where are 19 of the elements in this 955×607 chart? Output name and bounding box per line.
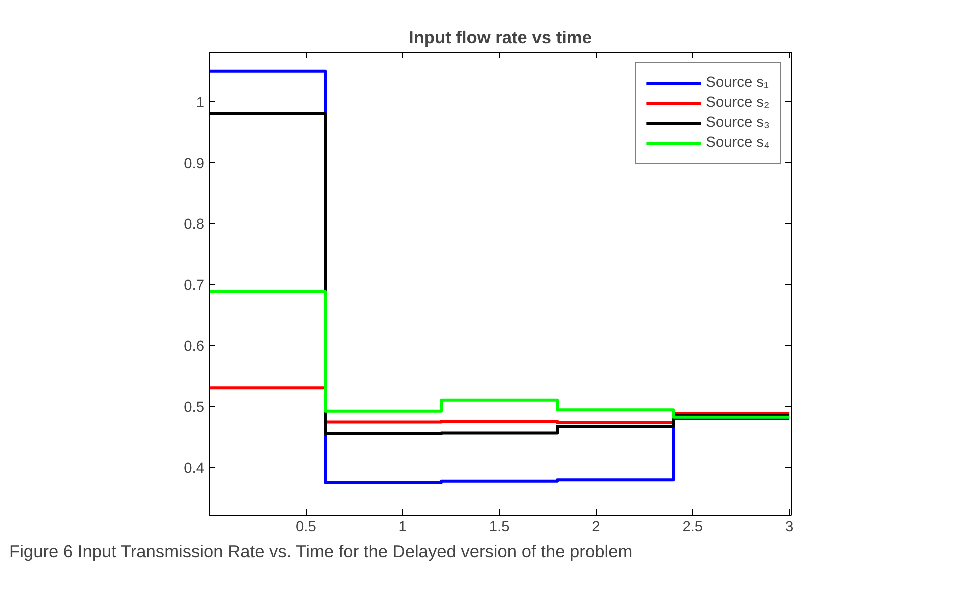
x-tick-label: 2.5 — [682, 520, 704, 536]
chart-title: Input flow rate vs time — [409, 28, 592, 48]
caption: Figure 6 Input Transmission Rate vs. Time for the Delayed version of the problem — [10, 542, 633, 562]
y-tick-label: 0.6 — [184, 339, 204, 356]
y-tick-label: 0.4 — [184, 460, 204, 477]
legend-label: Source s₁ — [706, 75, 769, 91]
legend-label: Source s₄ — [706, 135, 770, 151]
y-tick-label: 0.8 — [184, 217, 204, 234]
y-tick-label: 0.9 — [184, 156, 204, 172]
x-tick-label: 1 — [398, 520, 407, 536]
legend-label: Source s₂ — [706, 95, 770, 111]
x-tick-label: 3 — [785, 520, 794, 536]
legend-label: Source s₃ — [706, 115, 770, 131]
x-tick-label: 0.5 — [296, 520, 316, 536]
x-tick-label: 2 — [592, 520, 600, 536]
y-tick-label: 0.7 — [184, 278, 204, 294]
y-tick-label: 1 — [196, 95, 205, 112]
y-tick-label: 0.5 — [184, 400, 204, 416]
x-tick-label: 1.5 — [489, 520, 510, 536]
